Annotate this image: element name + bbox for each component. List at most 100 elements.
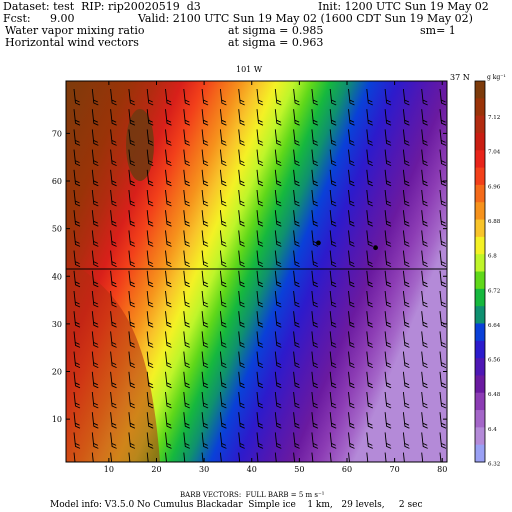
wind-barb [128,311,136,328]
wind-barb-shaft [219,109,227,126]
wind-barb-shaft [73,129,81,146]
fcst-label: Fcst: [3,12,31,25]
wind-barb [201,412,209,429]
wind-barb [402,109,410,126]
wind-barb [274,189,282,207]
wind-barb [128,149,136,167]
wind-barb-shaft [219,88,227,106]
wind-barb [219,169,227,187]
wind-barb [165,129,172,146]
wind-barb-shaft [366,169,373,187]
wind-barb-shaft [91,311,99,328]
wind-barb [402,290,410,308]
wind-barb [183,129,190,146]
station-marker [316,240,321,246]
wind-barb [293,169,300,187]
legend-tick-label: 6.64 [488,323,501,329]
wind-barb-shaft [329,210,337,227]
fcst-value: 9.00 [50,12,75,25]
wind-barb-shaft [366,230,373,247]
wind-barb-shaft [256,109,264,126]
wind-barb-field [73,88,447,462]
wind-barb-shaft [402,290,410,308]
wind-barb-shaft [110,109,117,126]
y-tick-label: 60 [52,177,62,186]
legend-swatch [475,167,485,186]
wind-barb-shaft [421,210,428,227]
wind-barb-shaft [110,432,117,449]
wind-barb [366,311,373,328]
wind-barb-shaft [439,210,447,227]
wind-barb [219,109,227,126]
wind-barb-shaft [274,210,282,227]
wind-barb-shaft [256,412,264,429]
wind-barb-shaft [201,351,209,369]
wind-barb-shaft [238,452,241,462]
wind-barb [73,189,81,207]
x-tick-label: 50 [294,465,304,474]
wind-barb [311,412,319,429]
wind-barb [110,129,117,146]
wind-barb [293,432,300,449]
wind-barb [219,250,227,268]
wind-barb [238,391,245,409]
wind-barb [274,371,282,389]
wind-barb-shaft [293,129,300,146]
wind-barb [366,432,373,449]
wind-barb [146,149,154,167]
legend-tick-label: 6.56 [488,358,501,364]
wind-barb [311,452,314,462]
valid-time-label: Valid: 2100 UTC Sun 19 May 02 (1600 CDT … [138,12,473,25]
wind-barb-shaft [439,391,447,409]
wind-barb-shaft [293,210,300,227]
wind-barb-shaft [311,331,319,348]
wind-barb [293,391,300,409]
wind-barb-shaft [219,331,227,348]
wind-barb-shaft [421,129,428,146]
wind-barb [366,88,373,106]
color-legend: 7.12 7.04 6.96 6.88 6.8 6.72 6.64 6.56 6.48 6.4 6.… [474,80,501,467]
wind-barb-shaft [384,290,392,308]
wind-barb [384,230,392,247]
wind-barb-shaft [146,88,154,106]
wind-barb-shaft [293,311,300,328]
wind-barb-shaft [146,290,154,308]
wind-barb-shaft [128,230,136,247]
wind-barb [219,452,222,462]
wind-barb-shaft [329,169,337,187]
wind-barb-shaft [384,169,392,187]
wind-barb [146,250,154,268]
legend-swatch [475,444,485,463]
wind-barb-shaft [110,250,117,268]
wind-barb [201,351,209,369]
wind-barb-shaft [201,290,209,308]
wind-barb [238,371,245,389]
wind-barb [348,189,355,207]
wind-barb-shaft [201,230,209,247]
wind-barb [439,351,447,369]
wind-barb-shaft [384,432,392,449]
wind-barb-shaft [238,149,245,167]
wind-barb-shaft [219,432,227,449]
wind-barb [183,290,190,308]
wind-barb-shaft [274,391,282,409]
wind-barb [201,311,209,328]
wind-barb-shaft [348,189,355,207]
wind-barb [110,149,117,167]
y-tick-label: 50 [52,225,62,234]
wind-barb-shaft [348,109,355,126]
wind-barb [146,189,154,207]
wind-barb [91,88,99,106]
wind-barb [329,412,337,429]
wind-barb [439,250,447,268]
wind-barb [348,210,355,227]
wind-barb-shaft [421,331,428,348]
wind-barb-shaft [421,189,428,207]
wind-barb [329,250,337,268]
wind-barb [274,270,282,288]
wind-barb [183,169,190,187]
wind-barb [329,452,332,462]
y-tick-label: 40 [52,272,62,281]
wind-barb-shaft [146,250,154,268]
wind-barb [183,371,190,389]
